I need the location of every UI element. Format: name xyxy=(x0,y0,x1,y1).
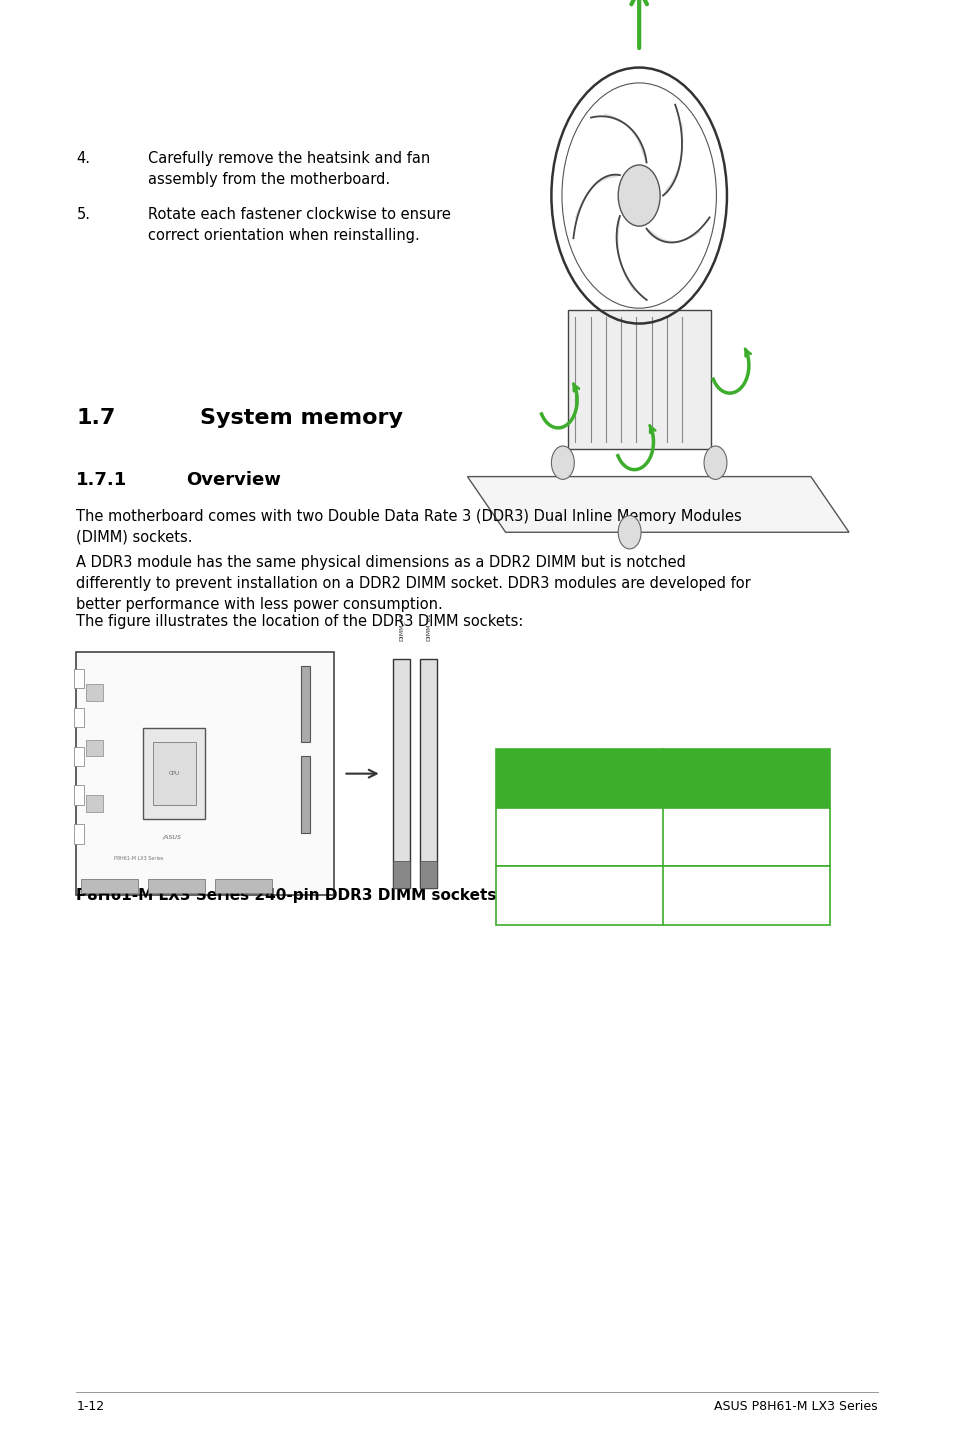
Circle shape xyxy=(618,516,640,549)
Text: DIMM_B1: DIMM_B1 xyxy=(425,613,431,641)
Text: P8H61-M LX3 Series 240-pin DDR3 DIMM sockets: P8H61-M LX3 Series 240-pin DDR3 DIMM soc… xyxy=(76,889,497,903)
Bar xyxy=(74,669,84,687)
Text: CPU: CPU xyxy=(169,771,179,777)
Text: DIMM_A1: DIMM_A1 xyxy=(679,830,742,844)
Polygon shape xyxy=(467,476,848,532)
Text: Channel B: Channel B xyxy=(507,889,578,903)
Bar xyxy=(419,860,436,889)
Polygon shape xyxy=(616,216,634,292)
Text: 5.: 5. xyxy=(76,207,91,221)
Polygon shape xyxy=(662,122,681,196)
Text: Rotate each fastener clockwise to ensure
correct orientation when reinstalling.: Rotate each fastener clockwise to ensure… xyxy=(148,207,450,243)
Bar xyxy=(393,659,410,889)
Text: DIMM_B1: DIMM_B1 xyxy=(679,889,742,903)
Text: 1.7: 1.7 xyxy=(76,408,115,429)
Bar xyxy=(74,707,84,728)
Bar xyxy=(567,309,710,449)
Bar xyxy=(396,867,401,889)
Bar xyxy=(143,729,205,818)
Text: 1-12: 1-12 xyxy=(76,1401,104,1414)
Bar xyxy=(81,879,138,893)
Bar xyxy=(148,879,205,893)
Text: Sockets: Sockets xyxy=(679,772,740,785)
Bar xyxy=(86,739,103,756)
Bar xyxy=(74,746,84,766)
Bar xyxy=(423,867,428,889)
Text: The motherboard comes with two Double Data Rate 3 (DDR3) Dual Inline Memory Modu: The motherboard comes with two Double Da… xyxy=(76,509,741,545)
Text: Carefully remove the heatsink and fan
assembly from the motherboard.: Carefully remove the heatsink and fan as… xyxy=(148,151,430,187)
Text: System memory: System memory xyxy=(200,408,403,429)
Bar xyxy=(74,785,84,805)
Text: A DDR3 module has the same physical dimensions as a DDR2 DIMM but is notched
dif: A DDR3 module has the same physical dime… xyxy=(76,555,750,611)
Circle shape xyxy=(703,446,726,479)
Bar xyxy=(419,659,436,889)
Bar xyxy=(393,860,410,889)
Circle shape xyxy=(551,446,574,479)
Bar xyxy=(300,756,310,833)
Bar xyxy=(86,795,103,812)
Bar xyxy=(300,666,310,742)
Bar xyxy=(74,824,84,844)
Text: 1.7.1: 1.7.1 xyxy=(76,472,128,489)
Bar xyxy=(496,866,829,925)
Circle shape xyxy=(618,165,659,226)
Bar xyxy=(76,651,334,896)
Bar xyxy=(496,808,829,866)
Text: P8H61-M LX3 Series: P8H61-M LX3 Series xyxy=(114,856,164,860)
Text: DIMM_A1: DIMM_A1 xyxy=(398,613,404,641)
Text: Channel: Channel xyxy=(507,772,571,785)
Bar xyxy=(214,879,272,893)
Polygon shape xyxy=(575,174,619,219)
Text: Channel A: Channel A xyxy=(507,830,578,844)
Bar xyxy=(496,749,829,808)
Bar xyxy=(152,742,195,805)
Text: 4.: 4. xyxy=(76,151,91,165)
Polygon shape xyxy=(603,114,646,162)
Text: Overview: Overview xyxy=(186,472,280,489)
Bar xyxy=(86,684,103,700)
Text: The figure illustrates the location of the DDR3 DIMM sockets:: The figure illustrates the location of t… xyxy=(76,614,523,630)
Polygon shape xyxy=(646,229,700,243)
Text: /ASUS: /ASUS xyxy=(162,834,181,840)
Text: ASUS P8H61-M LX3 Series: ASUS P8H61-M LX3 Series xyxy=(713,1401,877,1414)
